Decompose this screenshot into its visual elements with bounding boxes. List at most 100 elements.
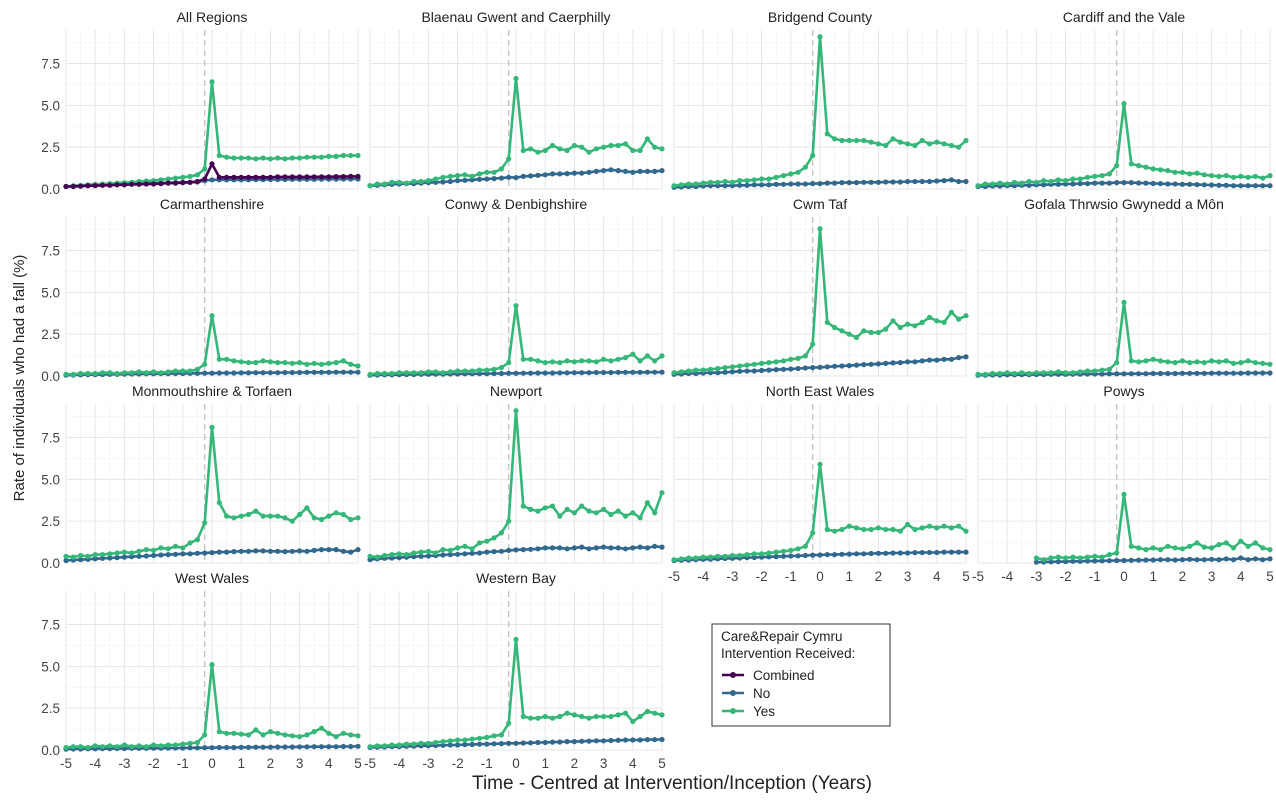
data-point [209, 161, 215, 167]
data-point [172, 180, 179, 186]
data-point [579, 738, 585, 744]
data-point [846, 331, 852, 337]
y-tick-label: 5.0 [41, 659, 60, 674]
legend-items: Combined No Yes [722, 668, 815, 719]
data-point [919, 550, 925, 556]
data-point [535, 508, 541, 514]
data-point [1143, 180, 1149, 186]
data-point [484, 538, 490, 544]
data-point [1238, 183, 1244, 189]
data-point [897, 179, 903, 185]
series-no [1033, 555, 1273, 565]
data-point [773, 367, 779, 373]
data-point [817, 364, 823, 370]
data-point [1187, 543, 1193, 549]
data-point [780, 366, 787, 372]
data-point [411, 741, 417, 747]
data-point [187, 173, 193, 179]
data-point [151, 547, 157, 554]
data-point [275, 744, 281, 750]
data-point [418, 178, 424, 185]
data-point [671, 370, 677, 376]
data-point [267, 156, 273, 162]
data-point [1143, 371, 1149, 377]
data-point [513, 175, 519, 181]
x-tick-label: -5 [668, 569, 680, 584]
data-point [905, 359, 911, 365]
x-tick-label: -2 [756, 569, 768, 584]
data-point [890, 318, 896, 324]
data-point [715, 553, 721, 559]
data-point [593, 168, 599, 174]
data-point [542, 370, 548, 376]
data-point [209, 662, 215, 668]
data-point [491, 169, 497, 175]
data-point [78, 183, 84, 189]
data-point [1106, 552, 1112, 558]
x-tick-label: 4 [1237, 569, 1245, 584]
data-point [1136, 359, 1142, 365]
data-point [766, 182, 772, 188]
data-point [601, 738, 607, 744]
data-point [425, 548, 431, 554]
data-point [579, 358, 585, 364]
data-point [722, 178, 728, 185]
data-point [63, 183, 69, 190]
data-point [637, 544, 643, 550]
data-point [608, 511, 614, 518]
data-point [1165, 359, 1171, 365]
data-point [513, 740, 519, 746]
x-tick-label: 1 [237, 756, 245, 771]
data-point [455, 545, 461, 551]
y-tick-label: 2.5 [41, 327, 60, 342]
x-tick-label: 0 [512, 756, 520, 771]
data-point [355, 173, 361, 179]
data-point [846, 180, 852, 186]
data-point [948, 309, 955, 315]
data-point [990, 370, 996, 377]
data-point [231, 358, 237, 364]
data-point [557, 713, 563, 720]
data-point [245, 155, 252, 161]
data-point [202, 370, 208, 376]
data-point [1187, 171, 1193, 177]
series-yes [1033, 491, 1273, 563]
data-point [333, 744, 339, 750]
data-point [318, 547, 325, 553]
data-point [1048, 370, 1054, 376]
facet-title: Conwy & Denbighshire [445, 196, 588, 212]
data-point [107, 370, 113, 376]
data-point [318, 744, 325, 750]
data-point [1136, 371, 1142, 377]
data-point [678, 182, 684, 188]
data-point [875, 329, 882, 336]
data-point [1055, 559, 1061, 565]
data-point [374, 370, 380, 377]
data-point [367, 553, 373, 559]
data-point [990, 181, 996, 187]
data-point [926, 314, 933, 320]
data-point [382, 181, 388, 187]
data-point [564, 370, 570, 376]
data-point [462, 368, 468, 374]
series-yes [63, 424, 361, 560]
data-point [1194, 370, 1200, 376]
data-point [311, 154, 317, 160]
data-point [231, 549, 237, 555]
data-point [506, 720, 512, 726]
data-point [982, 181, 988, 187]
data-point [355, 743, 361, 749]
data-point [484, 371, 490, 377]
data-point [737, 178, 743, 184]
x-tick-label: -1 [481, 756, 493, 771]
panel-gofala-thrwsio-gwynedd-a-m-n: Gofala Thrwsio Gwynedd a Môn [975, 196, 1273, 378]
data-point [462, 172, 468, 178]
data-point [224, 174, 230, 180]
data-point [403, 741, 410, 747]
data-point [528, 356, 534, 362]
y-tick-label: 5.0 [41, 285, 60, 300]
data-point [686, 368, 692, 374]
data-point [367, 744, 373, 750]
data-point [1143, 557, 1149, 563]
data-point [209, 313, 215, 319]
